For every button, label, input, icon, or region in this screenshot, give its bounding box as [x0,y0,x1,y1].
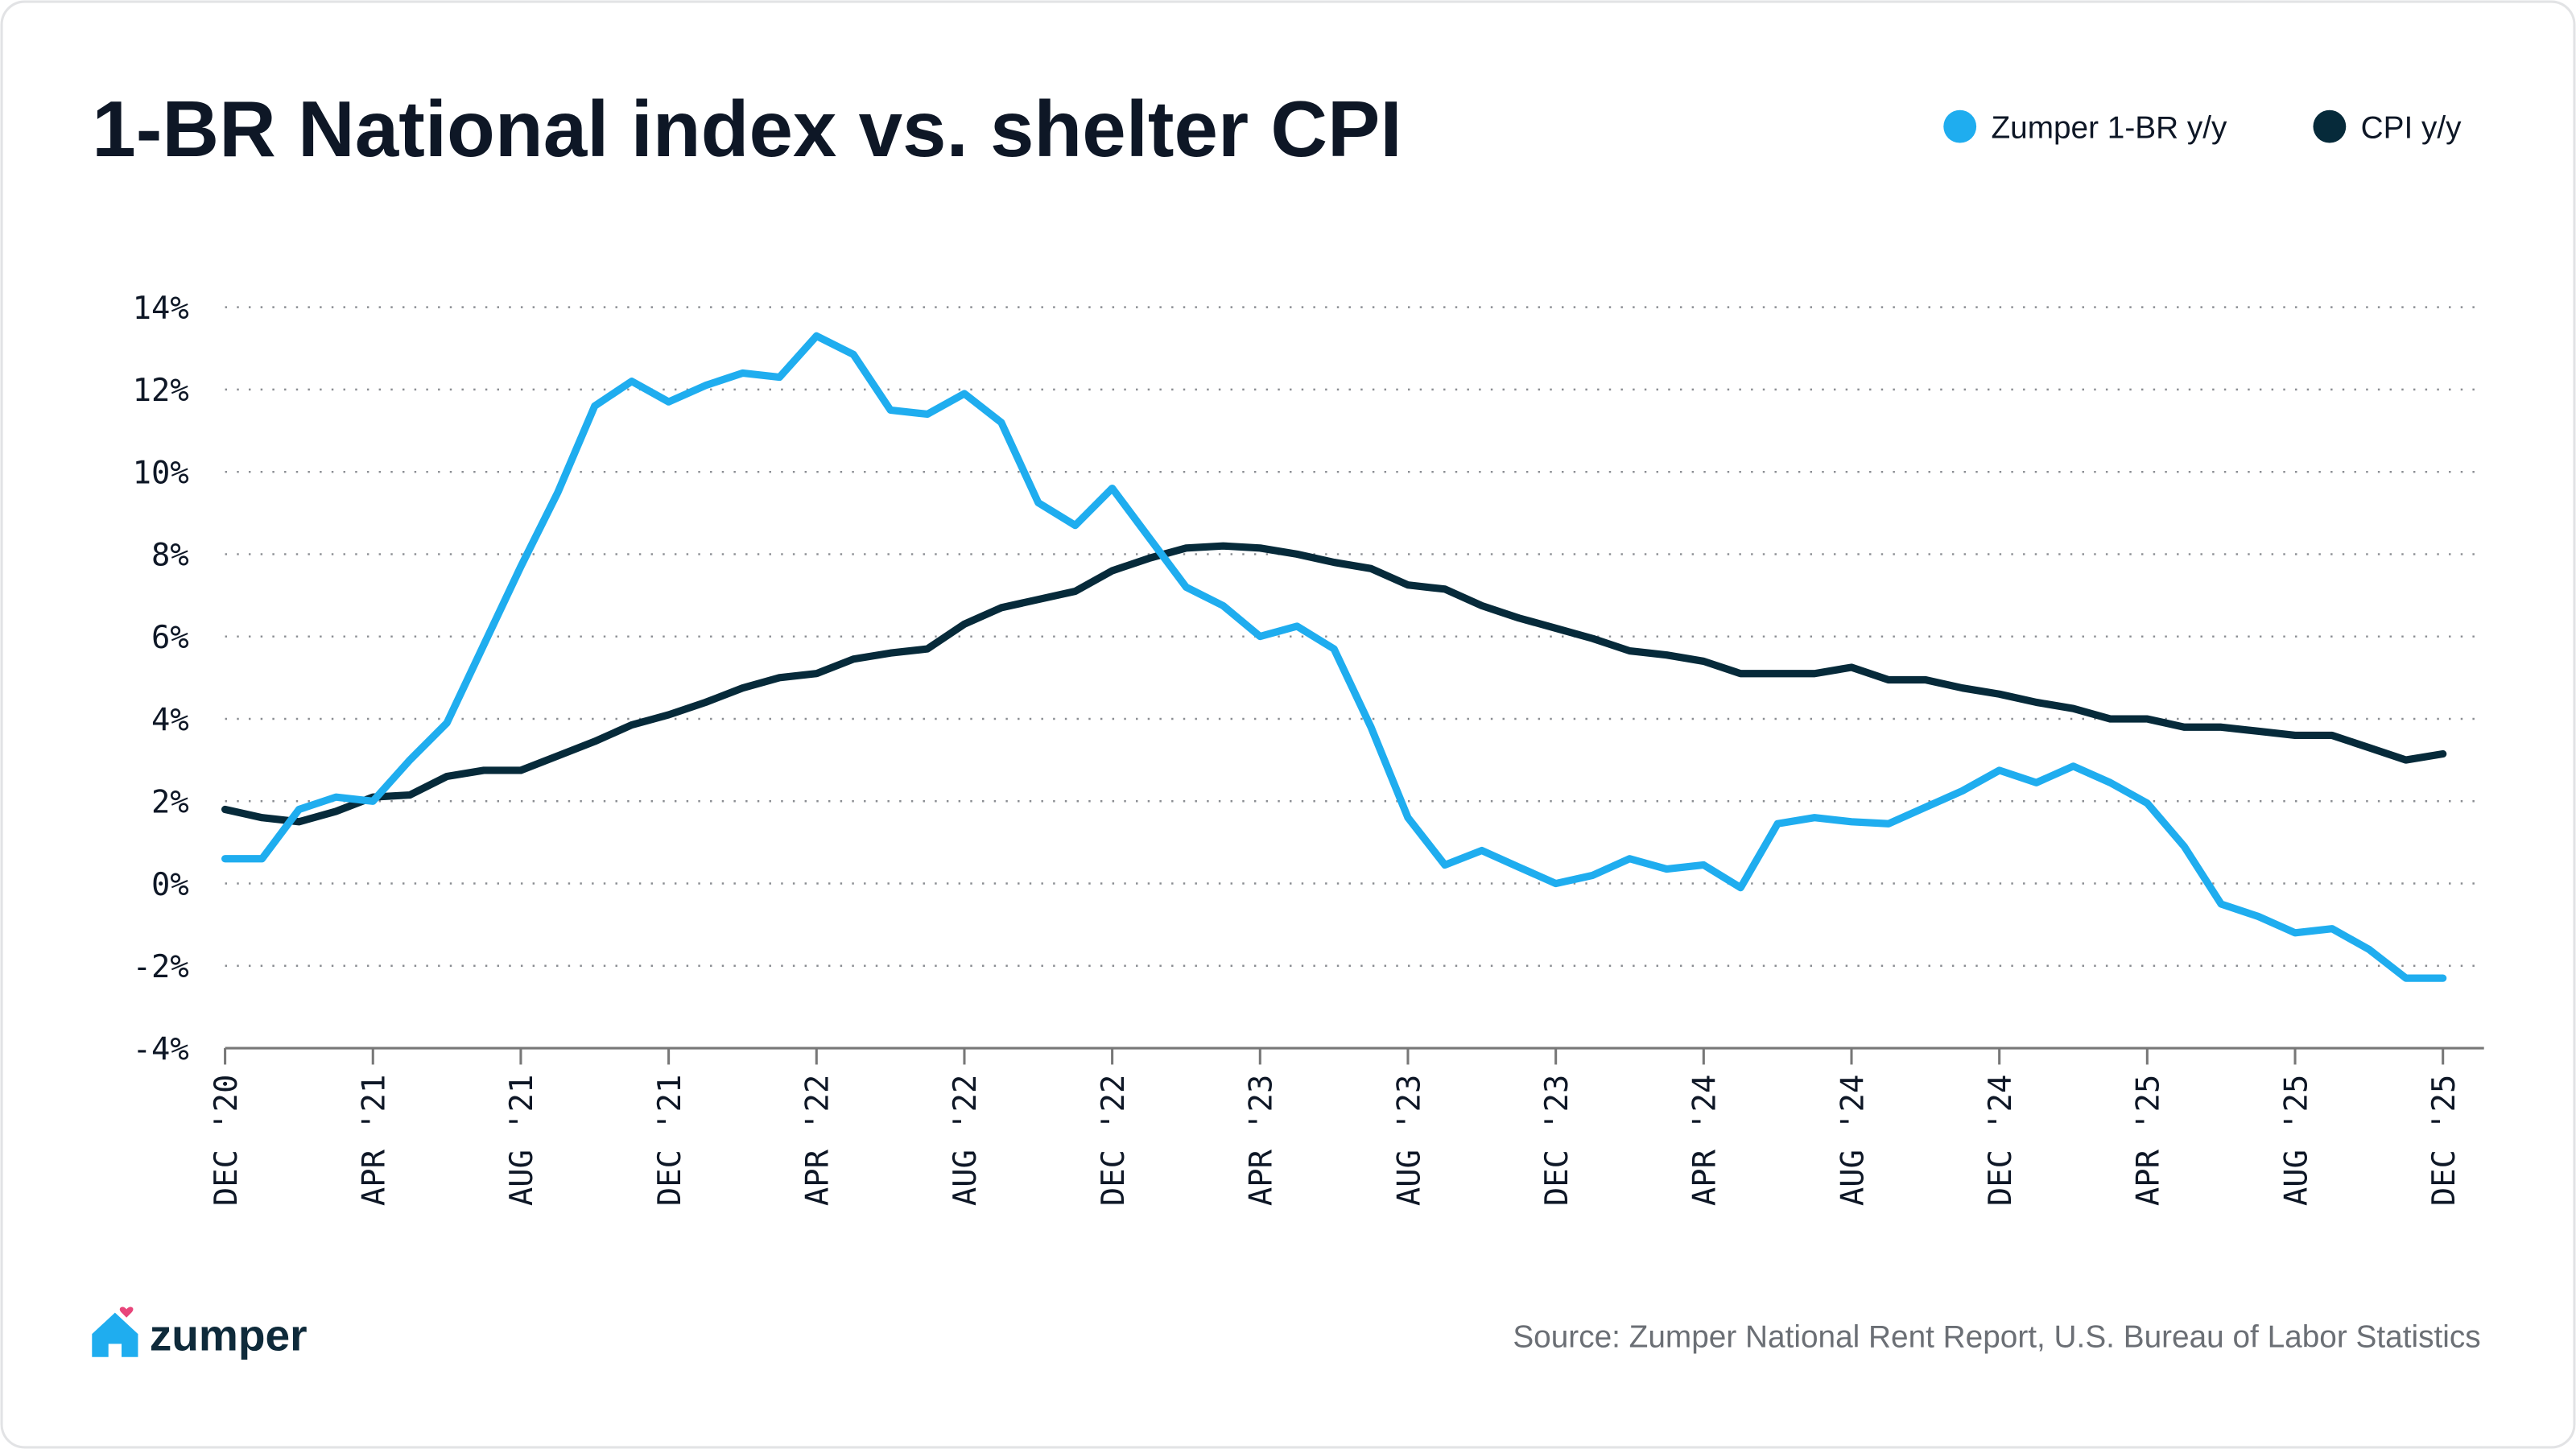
y-tick-label: 8% [151,538,189,574]
x-tick-label: AUG '21 [504,1075,540,1206]
x-tick-label: AUG '23 [1391,1075,1427,1206]
y-tick-label: 2% [151,785,189,821]
x-tick-label: DEC '22 [1096,1075,1132,1206]
x-tick-label: DEC '24 [1983,1075,2019,1206]
legend-marker-cpi [2313,109,2347,143]
y-tick-label: -2% [133,949,189,985]
series-lines [221,332,2447,982]
y-tick-label: 6% [151,620,189,656]
x-tick-label: DEC '23 [1539,1075,1575,1206]
y-tick-label: 12% [133,373,189,409]
zumper-logo: zumper [92,1307,308,1360]
x-tick-label: DEC '25 [2426,1075,2462,1206]
x-axis: DEC '20 APR '21 AUG '21 DEC '21 APR '22 AUG '… [208,1046,2484,1206]
source-note: Source: Zumper National Rent Report, U.S… [1513,1319,2480,1354]
y-tick-label: 4% [151,702,189,738]
legend-marker-zumper [1943,109,1977,143]
x-tick-label: DEC '21 [652,1075,688,1206]
x-tick-label: DEC '20 [208,1075,245,1206]
y-tick-label: 10% [133,455,189,491]
x-tick-label: APR '22 [800,1075,836,1206]
x-tick-label: APR '21 [357,1075,393,1206]
legend-label-zumper: Zumper 1-BR y/y [1991,110,2227,145]
y-axis: 14% 12% 10% 8% 6% 4% 2% 0% -2% -4% [133,291,189,1067]
x-tick-label: APR '23 [1244,1075,1280,1206]
logo-text: zumper [150,1311,308,1360]
y-tick-label: 0% [151,867,189,903]
legend-label-cpi: CPI y/y [2361,110,2462,145]
y-tick-label: -4% [133,1031,189,1067]
chart-title: 1-BR National index vs. shelter CPI [92,85,1402,173]
legend: Zumper 1-BR y/y CPI y/y [1943,109,2462,145]
x-tick-label: AUG '25 [2278,1075,2314,1206]
x-tick-label: APR '25 [2131,1075,2167,1206]
y-tick-label: 14% [133,291,189,327]
house-heart-icon [92,1307,138,1357]
x-tick-label: AUG '22 [947,1075,984,1206]
x-tick-label: AUG '24 [1835,1075,1871,1206]
x-tick-label: APR '24 [1687,1075,1724,1206]
